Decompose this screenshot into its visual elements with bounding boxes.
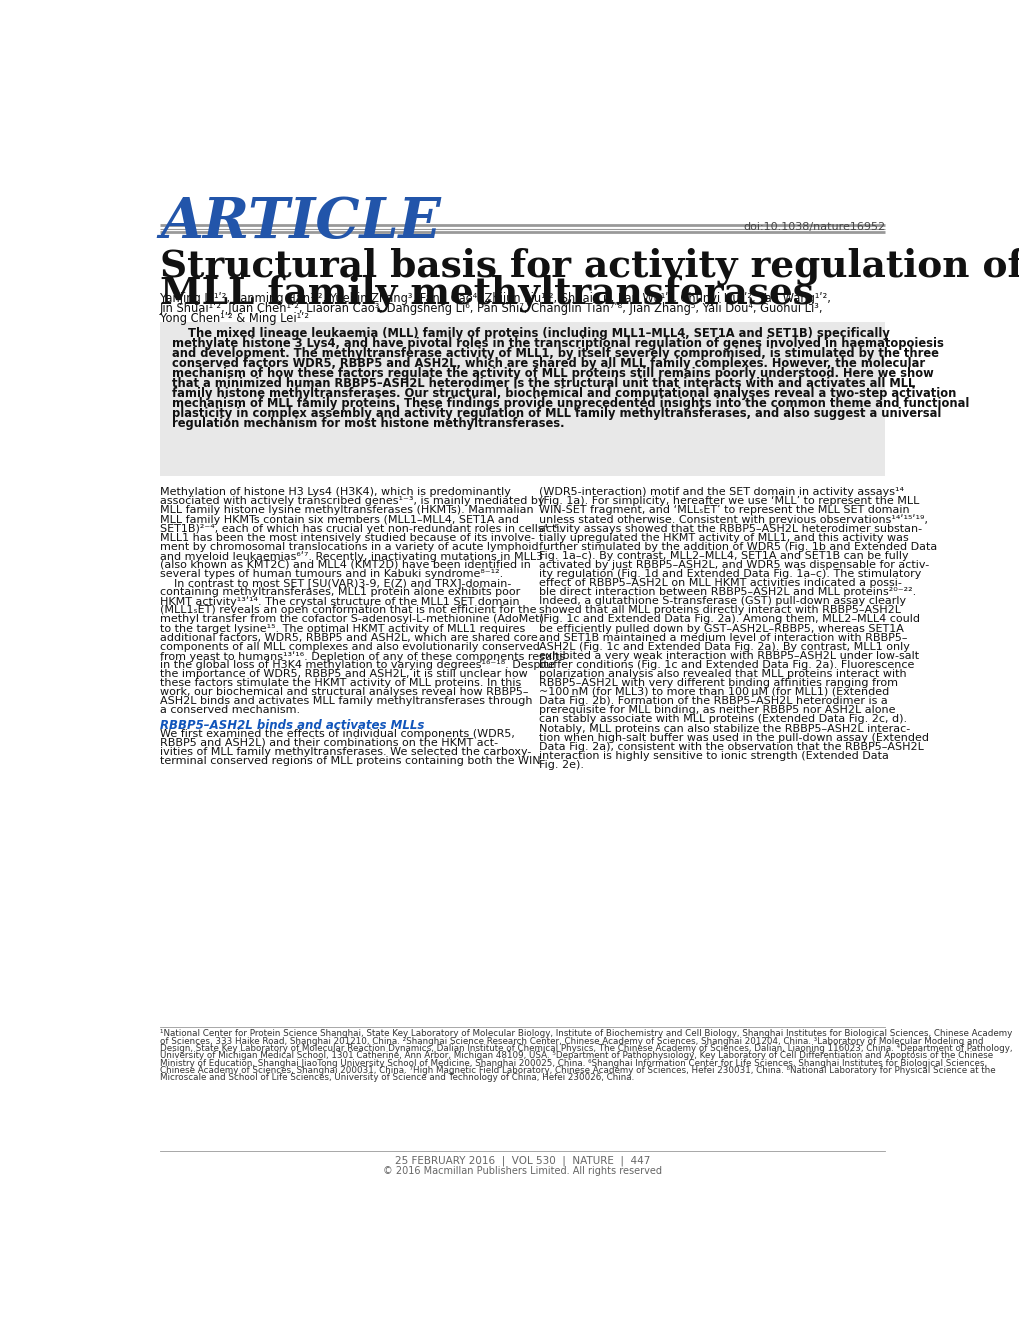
Text: exhibited a very weak interaction with RBBP5–ASH2L under low-salt: exhibited a very weak interaction with R… [538, 651, 918, 661]
Text: ity regulation (Fig. 1d and Extended Data Fig. 1a–c). The stimulatory: ity regulation (Fig. 1d and Extended Dat… [538, 570, 920, 579]
Text: Ministry of Education, Shanghai JiaoTong University School of Medicine, Shanghai: Ministry of Education, Shanghai JiaoTong… [160, 1059, 986, 1068]
Text: Data Fig. 2b). Formation of the RBBP5–ASH2L heterodimer is a: Data Fig. 2b). Formation of the RBBP5–AS… [538, 697, 887, 706]
Text: (WDR5-interaction) motif and the SET domain in activity assays¹⁴: (WDR5-interaction) motif and the SET dom… [538, 488, 903, 497]
Text: be efficiently pulled down by GST–ASH2L–RBBP5, whereas SET1A: be efficiently pulled down by GST–ASH2L–… [538, 623, 903, 634]
Text: University of Michigan Medical School, 1301 Catherine, Ann Arbor, Michigan 48109: University of Michigan Medical School, 1… [160, 1052, 993, 1060]
Text: activated by just RBBP5–ASH2L, and WDR5 was dispensable for activ-: activated by just RBBP5–ASH2L, and WDR5 … [538, 560, 928, 570]
Text: We first examined the effects of individual components (WDR5,: We first examined the effects of individ… [160, 729, 515, 738]
Text: (also known as KMT2C) and MLL4 (KMT2D) have been identified in: (also known as KMT2C) and MLL4 (KMT2D) h… [160, 560, 531, 570]
Text: mechanism of MLL family proteins. These findings provide unprecedented insights : mechanism of MLL family proteins. These … [172, 397, 969, 410]
Text: methylate histone 3 Lys4, and have pivotal roles in the transcriptional regulati: methylate histone 3 Lys4, and have pivot… [172, 338, 944, 350]
Text: HKMT activity¹³ʹ¹⁴. The crystal structure of the MLL1 SET domain: HKMT activity¹³ʹ¹⁴. The crystal structur… [160, 596, 519, 607]
Text: further stimulated by the addition of WDR5 (Fig. 1b and Extended Data: further stimulated by the addition of WD… [538, 541, 936, 552]
Text: can stably associate with MLL proteins (Extended Data Fig. 2c, d).: can stably associate with MLL proteins (… [538, 714, 906, 725]
Text: In contrast to most SET [SU(VAR)3-9, E(Z) and TRX]-domain-: In contrast to most SET [SU(VAR)3-9, E(Z… [160, 578, 511, 588]
Text: Yong Chen¹ʹ² & Ming Lei¹ʹ²: Yong Chen¹ʹ² & Ming Lei¹ʹ² [160, 312, 309, 324]
Text: Methylation of histone H3 Lys4 (H3K4), which is predominantly: Methylation of histone H3 Lys4 (H3K4), w… [160, 488, 511, 497]
Text: Data Fig. 2a), consistent with the observation that the RBBP5–ASH2L: Data Fig. 2a), consistent with the obser… [538, 741, 923, 752]
Text: The mixed lineage leukaemia (MLL) family of proteins (including MLL1–MLL4, SET1A: The mixed lineage leukaemia (MLL) family… [172, 327, 890, 340]
Text: of Sciences, 333 Haike Road, Shanghai 201210, China. ²Shanghai Science Research : of Sciences, 333 Haike Road, Shanghai 20… [160, 1037, 982, 1045]
Text: MLL family HKMTs contain six members (MLL1–MLL4, SET1A and: MLL family HKMTs contain six members (ML… [160, 515, 519, 524]
Text: ment by chromosomal translocations in a variety of acute lymphoid: ment by chromosomal translocations in a … [160, 541, 538, 552]
Text: additional factors, WDR5, RBBP5 and ASH2L, which are shared core: additional factors, WDR5, RBBP5 and ASH2… [160, 632, 537, 643]
Text: work, our biochemical and structural analyses reveal how RBBP5–: work, our biochemical and structural ana… [160, 687, 528, 697]
Text: tion when high-salt buffer was used in the pull-down assay (Extended: tion when high-salt buffer was used in t… [538, 733, 928, 742]
Text: activity assays showed that the RBBP5–ASH2L heterodimer substan-: activity assays showed that the RBBP5–AS… [538, 524, 921, 533]
Text: Structural basis for activity regulation of: Structural basis for activity regulation… [160, 247, 1019, 284]
Text: 25 FEBRUARY 2016  |  VOL 530  |  NATURE  |  447: 25 FEBRUARY 2016 | VOL 530 | NATURE | 44… [394, 1155, 650, 1166]
Text: buffer conditions (Fig. 1c and Extended Data Fig. 2a). Fluorescence: buffer conditions (Fig. 1c and Extended … [538, 659, 913, 670]
Text: unless stated otherwise. Consistent with previous observations¹⁴ʹ¹⁵ʹ¹⁹,: unless stated otherwise. Consistent with… [538, 515, 927, 525]
Text: and SET1B maintained a medium level of interaction with RBBP5–: and SET1B maintained a medium level of i… [538, 632, 907, 643]
Text: containing methyltransferases, MLL1 protein alone exhibits poor: containing methyltransferases, MLL1 prot… [160, 587, 520, 598]
Text: (Fig. 1a). For simplicity, hereafter we use ‘MLL’ to represent the MLL: (Fig. 1a). For simplicity, hereafter we … [538, 496, 918, 507]
Text: Yanjing Li¹ʹ², Jianming Han¹ʹ², Yuebin Zhang³, Fang Cao⁴, Zhijun Liu¹ʹ², Shuai L: Yanjing Li¹ʹ², Jianming Han¹ʹ², Yuebin Z… [160, 292, 830, 304]
Text: Chinese Academy of Sciences, Shanghai 200031, China. ⁷High Magnetic Field Labora: Chinese Academy of Sciences, Shanghai 20… [160, 1065, 995, 1075]
Text: to the target lysine¹⁵. The optimal HKMT activity of MLL1 requires: to the target lysine¹⁵. The optimal HKMT… [160, 623, 525, 634]
Text: Fig. 1a–c). By contrast, MLL2–MLL4, SET1A and SET1B can be fully: Fig. 1a–c). By contrast, MLL2–MLL4, SET1… [538, 551, 908, 561]
Text: © 2016 Macmillan Publishers Limited. All rights reserved: © 2016 Macmillan Publishers Limited. All… [383, 1166, 661, 1175]
Text: Microscale and School of Life Sciences, University of Science and Technology of : Microscale and School of Life Sciences, … [160, 1073, 634, 1083]
Text: and myeloid leukaemias⁶ʹ⁷. Recently, inactivating mutations in MLL3: and myeloid leukaemias⁶ʹ⁷. Recently, ina… [160, 551, 543, 561]
Text: MLL family histone lysine methyltransferases (HKMTs). Mammalian: MLL family histone lysine methyltransfer… [160, 505, 533, 516]
Text: ASH2L (Fig. 1c and Extended Data Fig. 2a). By contrast, MLL1 only: ASH2L (Fig. 1c and Extended Data Fig. 2a… [538, 642, 909, 651]
Text: several types of human tumours and in Kabuki syndrome⁸⁻¹².: several types of human tumours and in Ka… [160, 570, 502, 579]
FancyBboxPatch shape [160, 323, 884, 477]
Text: ARTICLE: ARTICLE [160, 196, 440, 251]
Text: from yeast to humans¹³ʹ¹⁶. Depletion of any of these components results: from yeast to humans¹³ʹ¹⁶. Depletion of … [160, 651, 565, 662]
Text: in the global loss of H3K4 methylation to varying degrees¹⁶⁻¹⁸. Despite: in the global loss of H3K4 methylation t… [160, 659, 554, 670]
Text: conserved factors WDR5, RBBP5 and ASH2L, which are shared by all MLL family comp: conserved factors WDR5, RBBP5 and ASH2L,… [172, 358, 924, 370]
Text: mechanism of how these factors regulate the activity of MLL proteins still remai: mechanism of how these factors regulate … [172, 367, 933, 381]
Text: family histone methyltransferases. Our structural, biochemical and computational: family histone methyltransferases. Our s… [172, 387, 956, 401]
Text: ble direct interaction between RBBP5–ASH2L and MLL proteins²⁰⁻²².: ble direct interaction between RBBP5–ASH… [538, 587, 915, 598]
Text: WIN-SET fragment, and ‘MLLₛET’ to represent the MLL SET domain: WIN-SET fragment, and ‘MLLₛET’ to repres… [538, 505, 909, 516]
Text: ¹National Center for Protein Science Shanghai, State Key Laboratory of Molecular: ¹National Center for Protein Science Sha… [160, 1029, 1011, 1039]
Text: ASH2L binds and activates MLL family methyltransferases through: ASH2L binds and activates MLL family met… [160, 697, 532, 706]
Text: SET1B)²⁻⁴, each of which has crucial yet non-redundant roles in cells⁴⁻⁶.: SET1B)²⁻⁴, each of which has crucial yet… [160, 524, 561, 533]
Text: Fig. 2e).: Fig. 2e). [538, 760, 584, 770]
Text: Jin Shuai¹ʹ², Juan Chen¹ʹ², Liaoran Cao³, Dangsheng Li⁶, Pan Shi⁷, Changlin Tian: Jin Shuai¹ʹ², Juan Chen¹ʹ², Liaoran Cao³… [160, 302, 822, 315]
Text: MLL family methyltransferases: MLL family methyltransferases [160, 275, 813, 312]
Text: and development. The methyltransferase activity of MLL1, by itself severely comp: and development. The methyltransferase a… [172, 347, 938, 360]
Text: MLL1 has been the most intensively studied because of its involve-: MLL1 has been the most intensively studi… [160, 533, 535, 543]
Text: polarization analysis also revealed that MLL proteins interact with: polarization analysis also revealed that… [538, 669, 906, 679]
Text: the importance of WDR5, RBBP5 and ASH2L, it is still unclear how: the importance of WDR5, RBBP5 and ASH2L,… [160, 669, 527, 679]
Text: a conserved mechanism.: a conserved mechanism. [160, 705, 300, 716]
Text: Design, State Key Laboratory of Molecular Reaction Dynamics, Dalian Institute of: Design, State Key Laboratory of Molecula… [160, 1044, 1012, 1053]
Text: associated with actively transcribed genes¹⁻³, is mainly mediated by: associated with actively transcribed gen… [160, 496, 544, 507]
Text: RBBP5 and ASH2L) and their combinations on the HKMT act-: RBBP5 and ASH2L) and their combinations … [160, 738, 497, 748]
Text: terminal conserved regions of MLL proteins containing both the WIN: terminal conserved regions of MLL protei… [160, 756, 540, 766]
Text: Notably, MLL proteins can also stabilize the RBBP5–ASH2L interac-: Notably, MLL proteins can also stabilize… [538, 724, 909, 733]
Text: interaction is highly sensitive to ionic strength (Extended Data: interaction is highly sensitive to ionic… [538, 750, 888, 761]
Text: plasticity in complex assembly and activity regulation of MLL family methyltrans: plasticity in complex assembly and activ… [172, 407, 941, 421]
Text: ~100 nM (for MLL3) to more than 100 μM (for MLL1) (Extended: ~100 nM (for MLL3) to more than 100 μM (… [538, 687, 889, 697]
Text: methyl transfer from the cofactor S-adenosyl-L-methionine (AdoMet): methyl transfer from the cofactor S-aden… [160, 615, 543, 624]
Text: RBBP5–ASH2L binds and activates MLLs: RBBP5–ASH2L binds and activates MLLs [160, 720, 424, 732]
Text: (Fig. 1c and Extended Data Fig. 2a). Among them, MLL2–MLL4 could: (Fig. 1c and Extended Data Fig. 2a). Amo… [538, 615, 919, 624]
Text: prerequisite for MLL binding, as neither RBBP5 nor ASH2L alone: prerequisite for MLL binding, as neither… [538, 705, 895, 716]
Text: (MLL1ₛET) reveals an open conformation that is not efficient for the: (MLL1ₛET) reveals an open conformation t… [160, 606, 536, 615]
Text: effect of RBBP5–ASH2L on MLL HKMT activities indicated a possi-: effect of RBBP5–ASH2L on MLL HKMT activi… [538, 578, 901, 588]
Text: these factors stimulate the HKMT activity of MLL proteins. In this: these factors stimulate the HKMT activit… [160, 678, 521, 687]
Text: showed that all MLL proteins directly interact with RBBP5–ASH2L: showed that all MLL proteins directly in… [538, 606, 900, 615]
Text: doi:10.1038/nature16952: doi:10.1038/nature16952 [743, 221, 884, 232]
Text: regulation mechanism for most histone methyltransferases.: regulation mechanism for most histone me… [172, 417, 565, 430]
Text: Indeed, a glutathione S-transferase (GST) pull-down assay clearly: Indeed, a glutathione S-transferase (GST… [538, 596, 905, 606]
Text: ivities of MLL family methyltransferases. We selected the carboxy-: ivities of MLL family methyltransferases… [160, 748, 531, 757]
Text: components of all MLL complexes and also evolutionarily conserved: components of all MLL complexes and also… [160, 642, 539, 651]
Text: that a minimized human RBBP5–ASH2L heterodimer is the structural unit that inter: that a minimized human RBBP5–ASH2L heter… [172, 377, 915, 390]
Text: RBBP5–ASH2L with very different binding affinities ranging from: RBBP5–ASH2L with very different binding … [538, 678, 897, 687]
Text: tially upregulated the HKMT activity of MLL1, and this activity was: tially upregulated the HKMT activity of … [538, 533, 908, 543]
